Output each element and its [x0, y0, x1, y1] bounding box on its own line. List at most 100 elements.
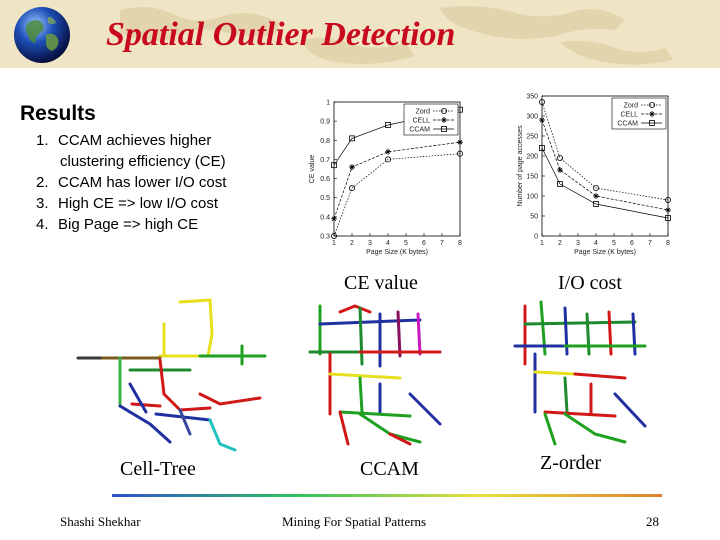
world-map-background	[120, 6, 673, 65]
io-cost-caption: I/O cost	[558, 272, 622, 294]
data-point-circle	[664, 197, 671, 204]
y-tick-label: 0.4	[320, 214, 330, 221]
legend-box	[403, 103, 459, 136]
data-point-square	[539, 145, 545, 151]
data-point-circle	[456, 150, 463, 157]
x-tick-label: 2	[350, 240, 354, 247]
x-tick-label: 7	[440, 240, 444, 247]
legend-label: CCAM	[409, 127, 430, 134]
data-point-star	[593, 193, 599, 199]
x-tick-label: 1	[540, 240, 544, 247]
x-tick-label: 5	[612, 240, 616, 247]
data-point-star	[539, 117, 545, 123]
x-tick-label: 1	[332, 240, 336, 247]
series-line-cell	[333, 141, 461, 219]
y-tick-label: 100	[526, 194, 538, 201]
x-tick-label: 5	[404, 240, 408, 247]
y-tick-label: 0.3	[320, 234, 330, 241]
list-text: Big Page => high CE	[58, 216, 199, 233]
x-axis-label: Page Size (K bytes)	[366, 249, 428, 256]
y-tick-label: 0.6	[320, 176, 330, 183]
data-point-square	[349, 135, 355, 142]
list-number: 3.	[36, 195, 49, 212]
data-point-circle	[349, 185, 356, 192]
x-tick-label: 3	[368, 240, 372, 247]
list-text: CCAM achieves higher	[58, 132, 212, 149]
data-point-circle	[648, 101, 655, 108]
x-tick-label: 2	[558, 240, 562, 247]
footer-course: Mining For Spatial Patterns	[282, 514, 427, 529]
data-point-circle	[593, 185, 600, 192]
globe-icon	[14, 7, 70, 63]
list-text: CCAM has lower I/O cost	[58, 174, 227, 191]
y-tick-label: 0.8	[320, 138, 330, 145]
x-tick-label: 8	[666, 240, 670, 247]
ccam-map	[308, 304, 442, 446]
list-number: 1.	[36, 132, 49, 149]
title-banner: Spatial Outlier Detection	[0, 0, 720, 68]
cell-tree-map	[76, 298, 267, 452]
y-axis-label: Number of page accesses	[517, 125, 524, 207]
x-axis-label: Page Size (K bytes)	[574, 249, 636, 256]
list-number: 2.	[36, 174, 49, 191]
plot-frame	[333, 101, 461, 237]
list-item: 2. CCAM has lower I/O cost	[36, 172, 226, 193]
x-tick-label: 6	[630, 240, 634, 247]
y-axis-label: CE value	[309, 155, 316, 184]
data-point-star	[649, 111, 655, 117]
list-text: clustering efficiency (CE)	[60, 153, 226, 170]
list-item-continuation: clustering efficiency (CE)	[36, 151, 226, 172]
cell-tree-caption: Cell-Tree	[120, 458, 196, 480]
data-point-square	[593, 201, 599, 207]
series-line-zord	[541, 101, 669, 201]
data-point-square	[441, 126, 447, 132]
list-item: 1. CCAM achieves higher	[36, 130, 226, 151]
data-point-square	[331, 162, 337, 169]
data-point-square	[557, 181, 563, 187]
footer-author: Shashi Shekhar	[60, 514, 141, 529]
y-tick-label: 0.7	[320, 157, 330, 164]
series-line-zord	[333, 153, 461, 237]
list-number: 4.	[36, 216, 49, 233]
y-tick-label: 300	[526, 114, 538, 121]
data-point-circle	[385, 156, 392, 163]
data-point-star	[385, 148, 391, 155]
series-line-ccam	[541, 147, 669, 219]
plot-frame	[541, 95, 669, 237]
results-heading: Results	[20, 102, 96, 125]
x-tick-label: 3	[576, 240, 580, 247]
data-point-star	[349, 164, 355, 171]
y-tick-label: 350	[526, 94, 538, 101]
x-tick-label: 4	[386, 240, 390, 247]
y-tick-label: 0.5	[320, 195, 330, 202]
data-point-square	[385, 122, 391, 128]
data-point-circle	[539, 98, 546, 105]
ce-value-chart: 0.3 0.4 0.5 0.6 0.7 0.8 0.9 1 1 2 3 4 5 6 7 8 Page Size …	[309, 100, 463, 256]
y-tick-label: 0.9	[320, 119, 330, 126]
legend-label: CELL	[412, 118, 430, 125]
list-item: 4. Big Page => high CE	[36, 214, 226, 235]
io-cost-chart: 0 50 100 150 200 250 300 350 1 2 3 4 5 6 7 8 Page Size (…	[517, 94, 671, 256]
legend-label: Zord	[624, 103, 639, 110]
x-tick-label: 8	[458, 240, 462, 247]
y-tick-label: 150	[526, 174, 538, 181]
results-list: 1. CCAM achieves higher clustering effici…	[36, 130, 226, 235]
legend-box	[611, 97, 667, 130]
list-text: High CE => low I/O cost	[58, 195, 219, 212]
data-point-circle	[331, 232, 338, 239]
y-tick-label: 200	[526, 154, 538, 161]
legend-label: CELL	[620, 112, 638, 119]
x-tick-label: 4	[594, 240, 598, 247]
data-point-star	[665, 207, 671, 213]
y-tick-label: 1	[326, 100, 330, 107]
footer-divider	[112, 494, 662, 497]
data-point-star	[557, 167, 563, 173]
slide-title: Spatial Outlier Detection	[106, 16, 456, 53]
ccam-caption: CCAM	[360, 458, 419, 480]
data-point-square	[649, 120, 655, 126]
data-point-square	[665, 215, 671, 221]
data-point-star	[331, 215, 337, 222]
data-point-circle	[440, 107, 447, 114]
z-order-caption: Z-order	[540, 452, 602, 474]
x-tick-label: 7	[648, 240, 652, 247]
